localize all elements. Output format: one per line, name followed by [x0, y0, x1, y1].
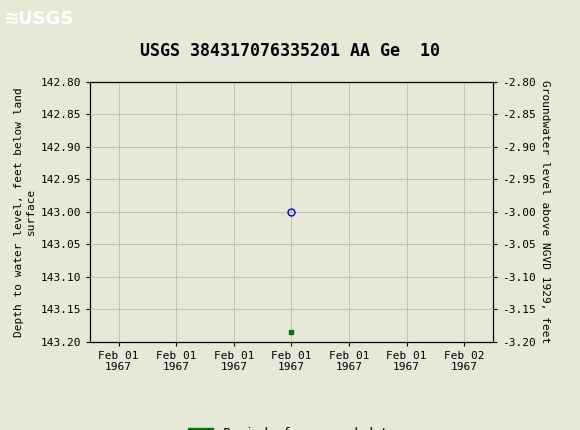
Y-axis label: Groundwater level above NGVD 1929, feet: Groundwater level above NGVD 1929, feet [540, 80, 550, 344]
Y-axis label: Depth to water level, feet below land
surface: Depth to water level, feet below land su… [14, 87, 36, 337]
Legend: Period of approved data: Period of approved data [183, 422, 400, 430]
Text: USGS 384317076335201 AA Ge  10: USGS 384317076335201 AA Ge 10 [140, 42, 440, 60]
Text: ≋USGS: ≋USGS [3, 9, 74, 27]
